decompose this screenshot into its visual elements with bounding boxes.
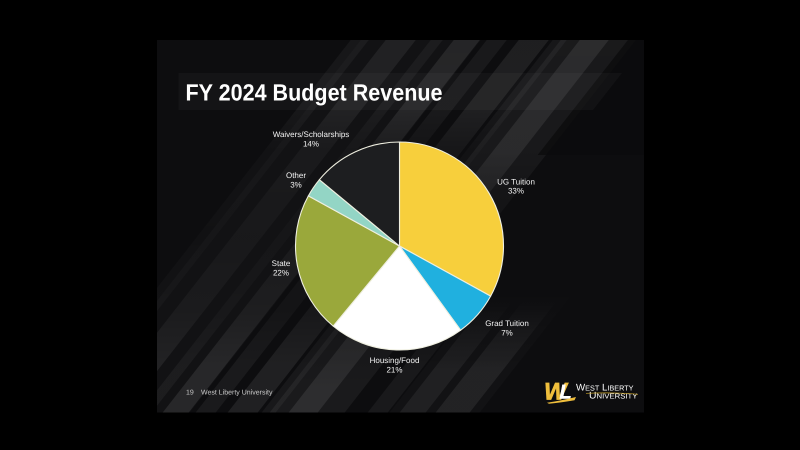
svg-text:19: 19 [186,390,194,397]
svg-text:Housing/Food: Housing/Food [370,356,420,365]
svg-text:22%: 22% [273,268,289,277]
svg-text:Grad Tuition: Grad Tuition [485,319,529,328]
svg-text:7%: 7% [501,328,513,337]
svg-text:West Liberty University: West Liberty University [201,389,273,397]
svg-text:UNIVERSITY: UNIVERSITY [589,390,638,401]
svg-text:21%: 21% [386,365,402,374]
svg-text:FY 2024 Budget Revenue: FY 2024 Budget Revenue [186,80,443,106]
svg-text:State: State [272,259,291,268]
svg-text:WEST LIBERTY: WEST LIBERTY [576,382,634,393]
svg-text:Other: Other [286,171,306,180]
svg-text:33%: 33% [508,187,524,196]
svg-text:UG Tuition: UG Tuition [497,177,535,186]
svg-text:3%: 3% [290,180,302,189]
svg-text:Waivers/Scholarships: Waivers/Scholarships [273,130,350,139]
svg-text:L: L [560,382,572,404]
svg-text:14%: 14% [303,139,319,148]
